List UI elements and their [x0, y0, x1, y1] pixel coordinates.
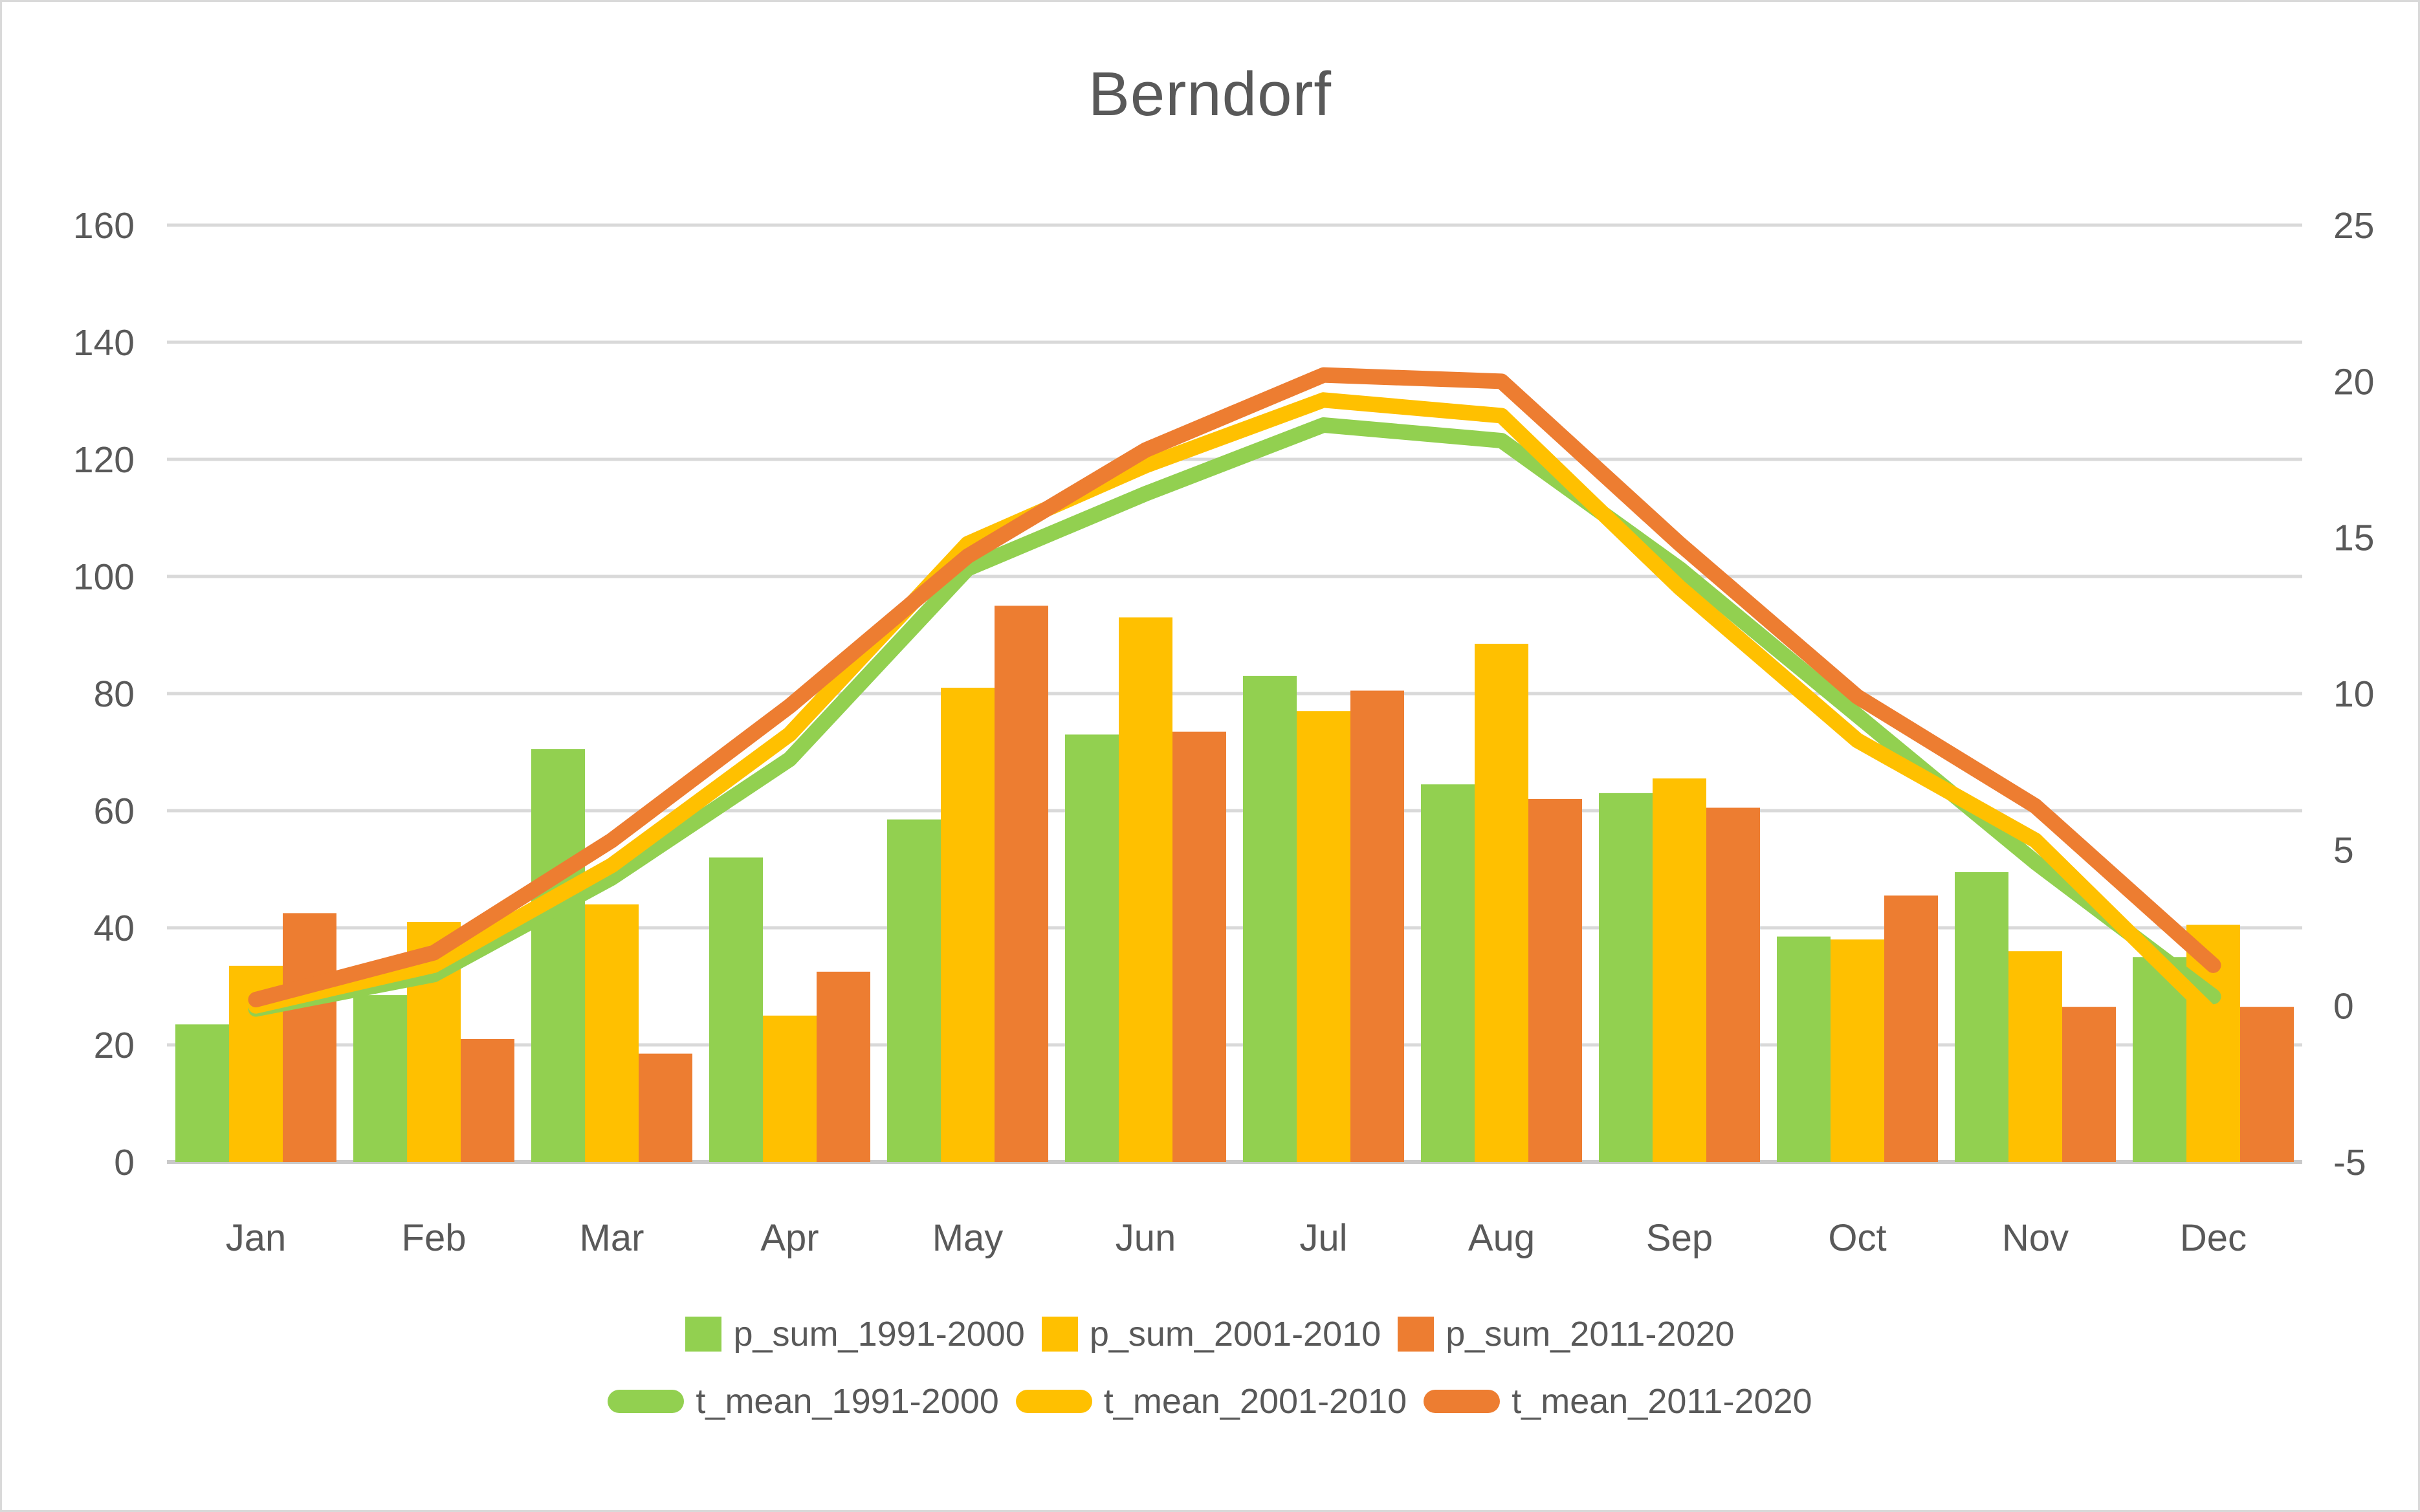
bar-p_sum_2001-2010: [585, 904, 639, 1162]
right-axis-tick: -5: [2333, 1142, 2366, 1183]
month-label: Aug: [1468, 1217, 1535, 1259]
bar-p_sum_2011-2020: [1706, 807, 1760, 1162]
right-axis-tick: 0: [2333, 986, 2354, 1027]
month-label: Jul: [1299, 1217, 1347, 1259]
legend-item-p_sum_2011-2020: p_sum_2011-2020: [1398, 1314, 1735, 1354]
bar-p_sum_2001-2010: [941, 687, 995, 1162]
legend-label: t_mean_1991-2000: [696, 1382, 999, 1421]
left-axis-tick: 120: [73, 439, 135, 481]
legend-item-p_sum_1991-2000: p_sum_1991-2000: [685, 1314, 1025, 1354]
right-axis-tick: 10: [2333, 674, 2374, 715]
bar-p_sum_2001-2010: [1119, 617, 1172, 1162]
legend-label: t_mean_2011-2020: [1512, 1382, 1812, 1421]
legend-item-t_mean_2011-2020: t_mean_2011-2020: [1424, 1381, 1812, 1421]
month-label: Jan: [226, 1217, 287, 1259]
bar-p_sum_1991-2000: [709, 857, 763, 1162]
line-t_mean_2011-2020: [248, 367, 2221, 1008]
bar-p_sum_2001-2010: [1653, 778, 1706, 1162]
bar-p_sum_1991-2000: [531, 749, 585, 1162]
legend-line-swatch: [1015, 1390, 1092, 1413]
legend-item-t_mean_1991-2000: t_mean_1991-2000: [608, 1381, 999, 1421]
bar-p_sum_1991-2000: [1065, 734, 1119, 1162]
legend-bar-swatch: [1398, 1317, 1435, 1352]
left-axis-tick: 20: [94, 1025, 135, 1066]
month-label: Oct: [1828, 1217, 1886, 1259]
legend-label: p_sum_2001-2010: [1089, 1315, 1381, 1353]
legend-line-swatch: [1424, 1390, 1501, 1413]
left-axis-tick: 40: [94, 908, 135, 949]
bar-p_sum_2011-2020: [2062, 1007, 2116, 1162]
month-label: Nov: [2002, 1217, 2069, 1259]
left-axis-tick: 0: [114, 1142, 135, 1183]
bar-p_sum_2011-2020: [1528, 798, 1582, 1162]
bar-p_sum_2011-2020: [1350, 690, 1404, 1162]
legend-bar-swatch: [685, 1317, 722, 1352]
bar-p_sum_2011-2020: [1884, 895, 1938, 1162]
legend-item-t_mean_2001-2010: t_mean_2001-2010: [1015, 1381, 1407, 1421]
legend-bar-swatch: [1041, 1317, 1078, 1352]
month-label: Dec: [2180, 1217, 2247, 1259]
bar-p_sum_2011-2020: [817, 971, 870, 1162]
bar-p_sum_2001-2010: [1831, 939, 1884, 1162]
line-t_mean_2001-2010: [248, 392, 2221, 1024]
bar-p_sum_2011-2020: [461, 1038, 514, 1162]
legend-row-bars: p_sum_1991-2000 p_sum_2001-2010 p_sum_2011…: [685, 1314, 1735, 1354]
legend-row-lines: t_mean_1991-2000 t_mean_2001-2010 t_mean_2…: [608, 1381, 1812, 1421]
month-label: May: [932, 1217, 1004, 1259]
bar-p_sum_1991-2000: [353, 995, 407, 1162]
right-axis-tick: 5: [2333, 829, 2354, 871]
legend: p_sum_1991-2000 p_sum_2001-2010 p_sum_2011…: [2, 1314, 2418, 1421]
legend-item-p_sum_2001-2010: p_sum_2001-2010: [1041, 1314, 1381, 1354]
bar-p_sum_1991-2000: [887, 819, 941, 1162]
bar-p_sum_2011-2020: [283, 913, 336, 1162]
bar-p_sum_2001-2010: [2008, 951, 2062, 1162]
right-axis-tick: 25: [2333, 205, 2374, 247]
legend-label: p_sum_1991-2000: [733, 1315, 1025, 1353]
right-axis-tick: 15: [2333, 518, 2374, 559]
bar-p_sum_1991-2000: [1955, 872, 2008, 1162]
month-label: Apr: [760, 1217, 819, 1259]
bar-p_sum_2011-2020: [1172, 731, 1226, 1162]
bar-p_sum_2011-2020: [995, 606, 1048, 1162]
bar-p_sum_1991-2000: [1243, 675, 1297, 1162]
right-axis-tick: 20: [2333, 361, 2374, 402]
bar-p_sum_1991-2000: [2133, 957, 2186, 1162]
month-label: Jun: [1116, 1217, 1176, 1259]
left-axis-tick: 100: [73, 556, 135, 598]
left-axis-tick: 160: [73, 205, 135, 247]
legend-label: t_mean_2001-2010: [1103, 1382, 1407, 1421]
bar-p_sum_2011-2020: [2240, 1007, 2294, 1162]
month-label: Feb: [402, 1217, 467, 1259]
left-axis-tick: 80: [94, 674, 135, 715]
month-label: Sep: [1646, 1217, 1713, 1259]
month-label: Mar: [580, 1217, 644, 1259]
bar-p_sum_2001-2010: [763, 1015, 817, 1162]
legend-line-swatch: [608, 1390, 685, 1413]
bar-p_sum_1991-2000: [1599, 793, 1653, 1162]
bar-p_sum_1991-2000: [175, 1024, 229, 1162]
legend-label: p_sum_2011-2020: [1446, 1315, 1735, 1353]
left-axis-tick: 140: [73, 322, 135, 364]
chart-title: Berndorf: [1088, 60, 1332, 129]
bar-p_sum_1991-2000: [1421, 784, 1475, 1162]
bar-p_sum_2011-2020: [639, 1053, 692, 1162]
bar-p_sum_1991-2000: [1777, 936, 1831, 1162]
bar-p_sum_2001-2010: [1297, 711, 1350, 1162]
line-t_mean_1991-2000: [248, 417, 2221, 1017]
bar-p_sum_2001-2010: [1475, 644, 1528, 1162]
left-axis-tick: 60: [94, 791, 135, 832]
